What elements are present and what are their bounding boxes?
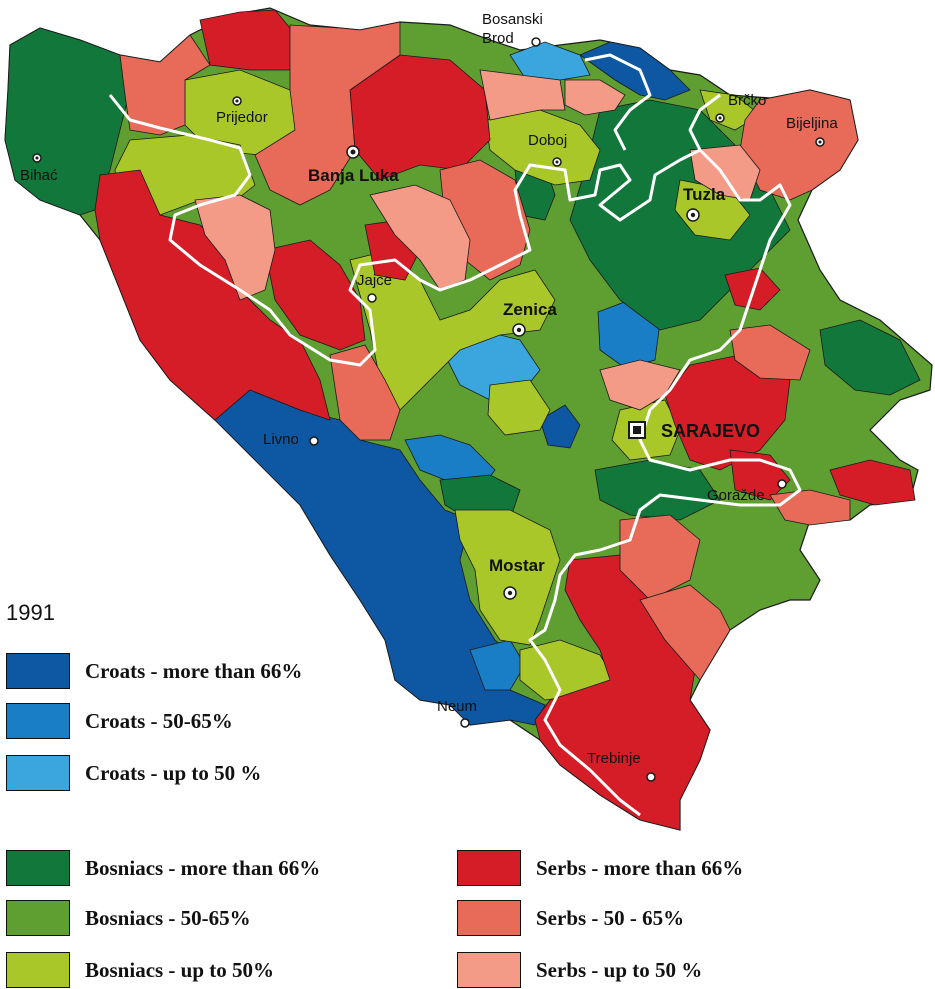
region-serbs-66 [349,54,491,181]
region-serbs-66 [829,459,916,506]
region-serbs-50 [119,34,211,136]
legend-item-croats-66: Croats - more than 66% [6,651,302,691]
city-marker-trebinje [646,772,656,782]
region-serbs-50 [619,514,701,601]
city-label-neum: Neum [437,698,478,715]
city-marker-livno [309,436,319,446]
region-serbs-lt50 [194,194,276,301]
city-label-tuzla: Tuzla [683,185,726,204]
legend-item-serbs-66: Serbs - more than 66% [457,848,743,888]
region-serbs-lt50 [369,184,471,291]
legend-swatch [457,952,521,988]
legend-label: Serbs - more than 66% [536,855,744,880]
capital-marker-sarajevo-inner [633,426,641,434]
legend-item-bosniacs-50: Bosniacs - 50-65% [6,898,251,938]
region-bosniacs-lt50 [484,109,601,186]
city-label-banja-luka: Banja Luka [308,166,399,185]
city-label-bihac: Bihać [20,167,58,184]
region-serbs-lt50 [479,69,566,121]
city-label-livno: Livno [263,431,299,448]
city-marker-bosanski-brod [531,37,541,47]
city-label-jajce: Jajce [357,272,393,289]
legend-swatch [457,900,521,936]
legend-label: Serbs - up to 50 % [536,957,703,982]
region-serbs-50 [729,324,811,381]
legend-swatch [6,703,70,739]
legend-swatch [457,850,521,886]
city-label-prijedor: Prijedor [216,109,268,126]
city-label-bijeljina: Bijeljina [786,115,838,132]
region-serbs-66 [94,169,331,421]
city-marker-neum [460,718,470,728]
region-bosniacs-lt50 [487,379,551,436]
legend-item-croats-lt50: Croats - up to 50 % [6,753,261,793]
entity-boundary-line [688,93,721,151]
region-bosniacs-lt50 [454,509,561,646]
city-marker-inner-dots [35,99,822,596]
legend-item-croats-50: Croats - 50-65% [6,701,233,741]
entity-boundary-line [108,94,802,817]
region-serbs-50 [329,344,401,441]
region-serbs-50 [639,584,731,681]
region-serbs-66 [264,239,366,351]
region-serbs-50 [254,21,401,206]
legend-swatch [6,952,70,988]
legend-swatch [6,653,70,689]
region-croats-50 [469,639,526,691]
city-label-zenica: Zenica [503,300,557,319]
region-serbs-66 [729,449,791,501]
legend-label: Bosniacs - up to 50% [85,957,275,982]
city-label-doboj: Doboj [528,132,568,149]
city-label-mostar: Mostar [489,556,545,575]
legend-label: Croats - 50-65% [85,708,233,733]
legend-item-serbs-lt50: Serbs - up to 50 % [457,950,702,989]
year-label: 1991 [6,600,55,625]
region-serbs-50 [739,89,859,201]
city-label-brcko: Brčko [728,92,767,109]
city-label-sarajevo: SARAJEVO [661,421,761,441]
legend-label: Croats - up to 50 % [85,760,262,785]
entity-boundary-line [584,53,652,151]
legend-label: Bosniacs - more than 66% [85,855,321,880]
city-label-gorazde: Goražde [707,487,765,504]
legend-swatch [6,755,70,791]
legend-swatch [6,850,70,886]
city-label-bosanski-brod-line1: Bosanski [482,11,543,28]
legend-label: Bosniacs - 50-65% [85,905,251,930]
region-croats-66 [539,404,581,449]
legend-label: Croats - more than 66% [85,658,303,683]
legend-item-bosniacs-66: Bosniacs - more than 66% [6,848,320,888]
legend-item-serbs-50: Serbs - 50 - 65% [457,898,684,938]
region-serbs-lt50 [564,79,626,116]
city-marker-gorazde [777,479,787,489]
city-marker-jajce [367,293,377,303]
city-label-bosanski-brod-line2: Brod [482,30,514,47]
legend-label: Serbs - 50 - 65% [536,905,685,930]
legend-swatch [6,900,70,936]
region-bosniacs-66 [819,319,921,396]
legend-item-bosniacs-lt50: Bosniacs - up to 50% [6,950,274,989]
city-label-trebinje: Trebinje [587,750,641,767]
